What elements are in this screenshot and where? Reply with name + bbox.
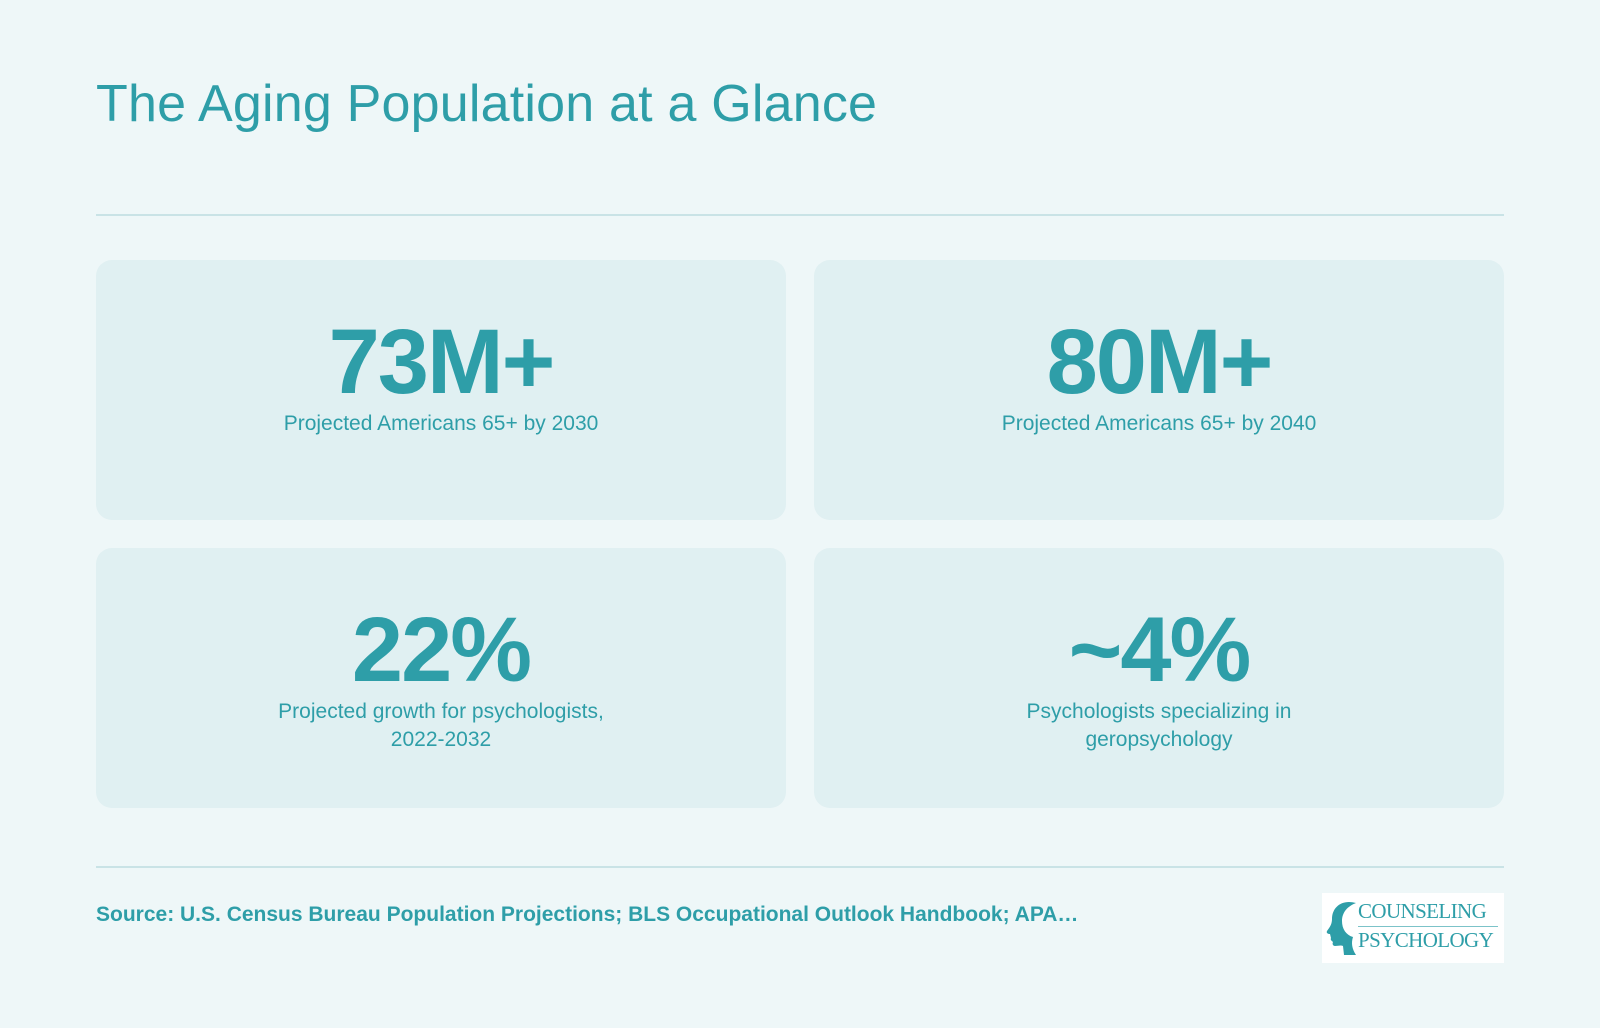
stat-value: 80M+ [1046,311,1274,413]
stat-value: 73M+ [328,311,556,413]
stat-label: Projected Americans 65+ by 2030 [283,412,599,435]
page-title: The Aging Population at a Glance [96,75,878,133]
stat-card-65plus-2040: 80M+ Projected Americans 65+ by 2040 [814,260,1504,520]
logo-rule [1358,926,1498,927]
stat-label: Psychologists specializing in geropsycho… [1026,700,1292,751]
bottom-divider [96,866,1504,868]
stat-value: 22% [351,599,532,701]
stat-label: Projected Americans 65+ by 2040 [1001,412,1317,435]
source-citation: Source: U.S. Census Bureau Population Pr… [96,903,1079,926]
logo-line-1: COUNSELING [1358,899,1487,923]
stat-label: Projected growth for psychologists, 2022… [278,700,604,751]
head-profile-icon [1326,901,1356,955]
stat-card-psychologist-growth: 22% Projected growth for psychologists, … [96,548,786,808]
stats-grid: 73M+ Projected Americans 65+ by 2030 80M… [96,260,1504,808]
logo-line-2: PSYCHOLOGY [1358,928,1494,952]
stat-card-geropsychology-share: ~4% Psychologists specializing in gerops… [814,548,1504,808]
stat-card-65plus-2030: 73M+ Projected Americans 65+ by 2030 [96,260,786,520]
top-divider [96,214,1504,216]
counseling-psychology-logo: COUNSELING PSYCHOLOGY [1322,893,1504,963]
stat-value: ~4% [1068,599,1252,701]
